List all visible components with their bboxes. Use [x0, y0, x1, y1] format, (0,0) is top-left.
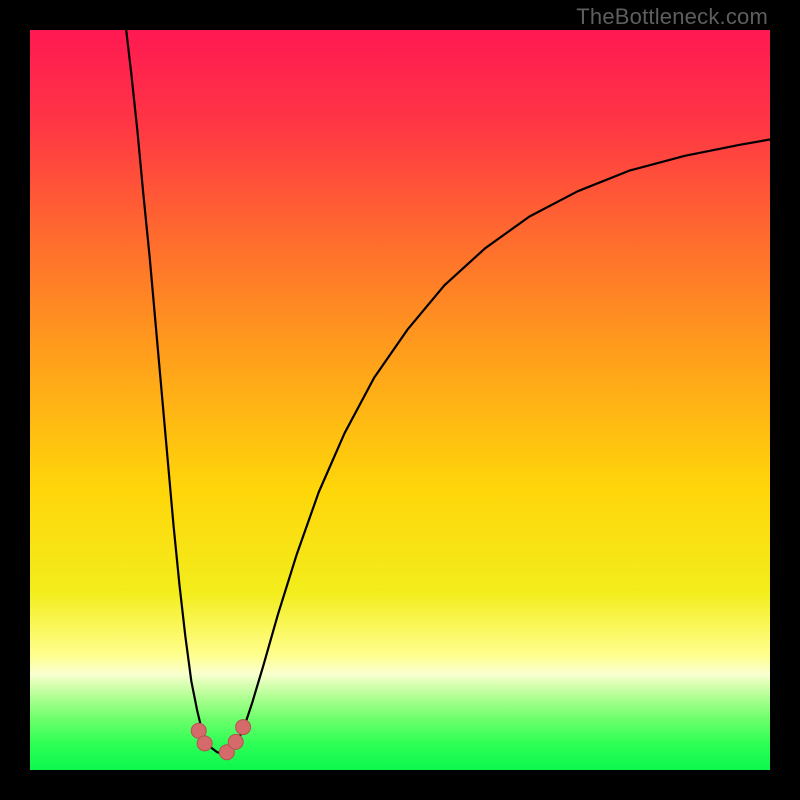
watermark-text: TheBottleneck.com [576, 4, 768, 30]
plot-area [30, 30, 770, 770]
marker-point [197, 736, 212, 751]
marker-point [228, 734, 243, 749]
chart-svg [30, 30, 770, 770]
gradient-background [30, 30, 770, 770]
marker-point [236, 720, 251, 735]
